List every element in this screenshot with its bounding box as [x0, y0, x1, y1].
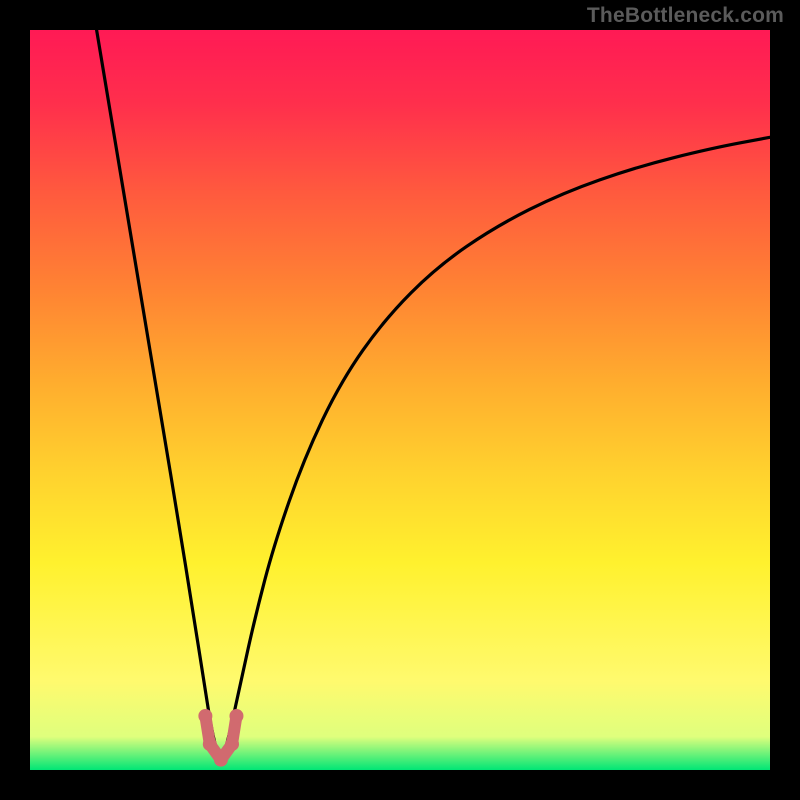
plot-background [30, 30, 770, 770]
valley-dot [225, 737, 239, 751]
watermark-text: TheBottleneck.com [587, 4, 784, 28]
valley-dot [203, 737, 217, 751]
plot-stage: TheBottleneck.com [0, 0, 800, 800]
valley-dot [214, 753, 228, 767]
valley-dot [198, 709, 212, 723]
valley-dot [229, 709, 243, 723]
bottleneck-plot [0, 0, 800, 800]
